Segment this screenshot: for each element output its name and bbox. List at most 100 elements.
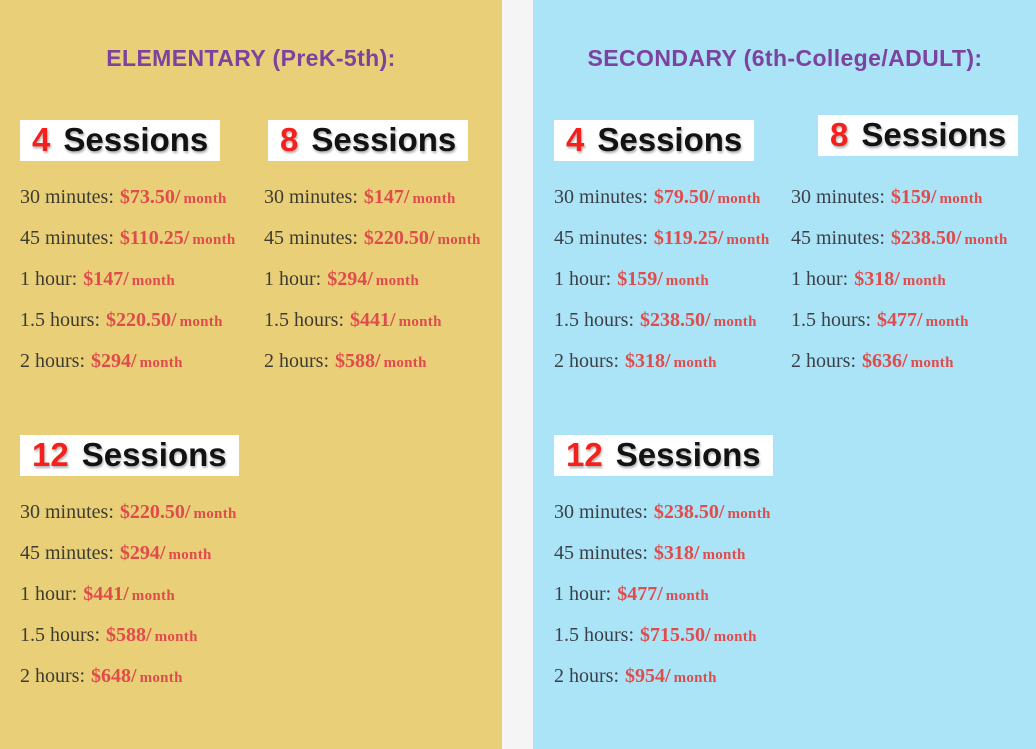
per-month-label: month — [925, 314, 969, 330]
price-amount: $159 — [617, 268, 658, 290]
secondary-4-sessions-chip: 4 Sessions — [554, 120, 755, 161]
duration-label: 30 minutes: — [791, 186, 885, 208]
session-count: 12 — [566, 436, 603, 473]
per-month-label: month — [193, 506, 237, 522]
price-separator: / — [390, 309, 396, 331]
per-month-label: month — [179, 314, 223, 330]
duration-label: 1.5 hours: — [791, 309, 871, 331]
secondary-upper-row: 4 Sessions 30 minutes: $79.50/month 45 min… — [554, 115, 1019, 382]
price-amount: $73.50 — [119, 186, 175, 208]
elementary-lower-row: 12 Sessions 30 minutes: $220.50/month 45 m… — [20, 435, 482, 697]
price-amount: $636 — [862, 350, 902, 372]
price-separator: / — [171, 309, 177, 331]
price-separator: / — [894, 268, 900, 290]
elementary-8-sessions-group: 8 Sessions 30 minutes: $147/month 45 minut… — [264, 120, 481, 382]
secondary-8-sessions-group: 8 Sessions 30 minutes: $159/month 45 minut… — [791, 115, 1019, 382]
price-row: 2 hours: $636/month — [791, 341, 1018, 382]
per-month-label: month — [717, 191, 761, 207]
price-row: 30 minutes: $220.50/month — [20, 492, 264, 533]
secondary-12-sessions-group: 12 Sessions 30 minutes: $238.50/month 45 m… — [554, 435, 791, 697]
price-amount: $220.50 — [363, 227, 429, 249]
per-month-label: month — [139, 670, 183, 686]
per-month-label: month — [665, 588, 709, 604]
duration-label: 1.5 hours: — [20, 309, 100, 331]
price-separator: / — [657, 583, 663, 605]
price-separator: / — [955, 227, 962, 249]
price-row: 30 minutes: $238.50/month — [554, 492, 791, 533]
per-month-label: month — [183, 191, 227, 207]
per-month-label: month — [131, 588, 175, 604]
elementary-12-sessions-chip: 12 Sessions — [20, 435, 239, 476]
price-amount: $588 — [106, 624, 146, 646]
price-separator: / — [717, 227, 724, 249]
price-separator: / — [917, 309, 923, 331]
duration-label: 45 minutes: — [554, 227, 648, 249]
price-row: 30 minutes: $73.50/month — [20, 177, 264, 218]
price-separator: / — [403, 186, 410, 208]
session-word: Sessions — [615, 436, 761, 473]
duration-label: 1 hour: — [554, 268, 612, 290]
duration-label: 30 minutes: — [20, 501, 114, 523]
price-separator: / — [657, 268, 663, 290]
price-row: 45 minutes: $238.50/month — [791, 218, 1018, 259]
price-separator: / — [123, 583, 129, 605]
elementary-upper-row: 4 Sessions 30 minutes: $73.50/month 45 min… — [20, 120, 482, 382]
price-separator: / — [131, 665, 137, 687]
duration-label: 2 hours: — [554, 350, 619, 372]
per-month-label: month — [375, 273, 419, 289]
price-row: 2 hours: $294/month — [20, 341, 264, 382]
price-row: 2 hours: $588/month — [264, 341, 481, 382]
price-row: 45 minutes: $110.25/month — [20, 218, 264, 259]
duration-label: 2 hours: — [20, 665, 85, 687]
per-month-label: month — [154, 629, 198, 645]
price-separator: / — [184, 501, 191, 523]
session-count: 8 — [830, 116, 849, 153]
price-amount: $588 — [335, 350, 375, 372]
session-word: Sessions — [81, 436, 227, 473]
secondary-4-sessions-group: 4 Sessions 30 minutes: $79.50/month 45 min… — [554, 120, 791, 382]
elementary-12-sessions-group: 12 Sessions 30 minutes: $220.50/month 45 m… — [20, 435, 264, 697]
elementary-4-sessions-group: 4 Sessions 30 minutes: $73.50/month 45 min… — [20, 120, 264, 382]
price-row: 1 hour: $159/month — [554, 259, 791, 300]
duration-label: 1.5 hours: — [554, 309, 634, 331]
session-count: 4 — [32, 121, 51, 158]
price-row: 2 hours: $648/month — [20, 656, 264, 697]
per-month-label: month — [192, 232, 236, 248]
per-month-label: month — [398, 314, 442, 330]
per-month-label: month — [139, 355, 183, 371]
price-amount: $294 — [327, 268, 368, 290]
price-amount: $147 — [363, 186, 404, 208]
duration-label: 1 hour: — [554, 583, 612, 605]
session-word: Sessions — [311, 121, 457, 158]
price-row: 30 minutes: $147/month — [264, 177, 481, 218]
price-separator: / — [705, 624, 711, 646]
elementary-4-sessions-chip: 4 Sessions — [20, 120, 221, 161]
per-month-label: month — [726, 232, 770, 248]
price-row: 1 hour: $318/month — [791, 259, 1018, 300]
elementary-panel: ELEMENTARY (PreK-5th): 4 Sessions 30 minu… — [0, 0, 502, 749]
price-list: 30 minutes: $238.50/month 45 minutes: $318… — [554, 492, 791, 697]
price-separator: / — [665, 665, 671, 687]
price-amount: $119.25 — [653, 227, 718, 249]
price-separator: / — [131, 350, 137, 372]
per-month-label: month — [910, 355, 954, 371]
duration-label: 30 minutes: — [554, 501, 648, 523]
price-amount: $220.50 — [119, 501, 185, 523]
price-row: 1.5 hours: $477/month — [791, 300, 1018, 341]
duration-label: 1.5 hours: — [264, 309, 344, 331]
per-month-label: month — [131, 273, 175, 289]
duration-label: 45 minutes: — [791, 227, 885, 249]
price-amount: $159 — [890, 186, 931, 208]
panel-gap — [502, 0, 533, 749]
per-month-label: month — [673, 355, 717, 371]
price-row: 45 minutes: $318/month — [554, 533, 791, 574]
price-row: 30 minutes: $159/month — [791, 177, 1018, 218]
price-amount: $79.50 — [653, 186, 709, 208]
price-separator: / — [428, 227, 435, 249]
price-separator: / — [174, 186, 181, 208]
secondary-lower-row: 12 Sessions 30 minutes: $238.50/month 45 m… — [554, 435, 1016, 697]
price-amount: $238.50 — [890, 227, 956, 249]
price-separator: / — [902, 350, 908, 372]
duration-label: 1 hour: — [791, 268, 849, 290]
secondary-title: SECONDARY (6th-College/ADULT): — [587, 45, 983, 71]
